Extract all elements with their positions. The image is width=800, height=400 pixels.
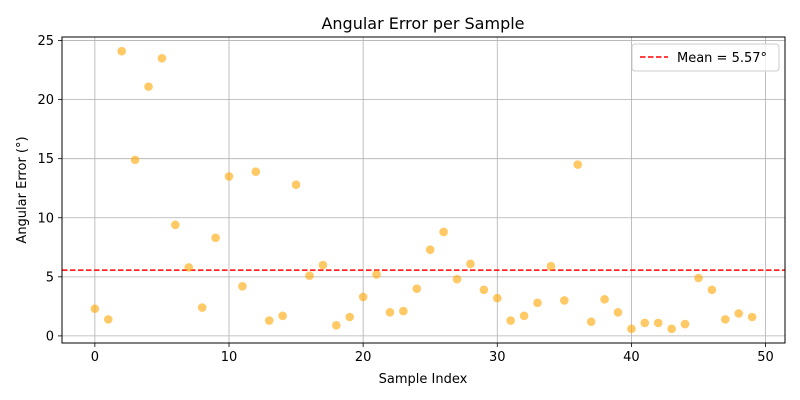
- data-point: [533, 298, 542, 308]
- data-point: [600, 294, 609, 304]
- data-point: [519, 311, 529, 321]
- data-point: [372, 270, 381, 279]
- legend: Mean = 5.57°: [631, 43, 780, 72]
- plot-frame: [61, 36, 786, 344]
- legend-mean-label: Mean = 5.57°: [677, 51, 767, 66]
- data-point: [157, 53, 167, 63]
- data-point: [238, 281, 247, 291]
- data-point: [305, 271, 314, 280]
- data-point: [358, 292, 368, 302]
- x-tick-label: 0: [91, 350, 99, 365]
- x-tick-label: 50: [757, 350, 774, 365]
- data-point: [197, 303, 207, 312]
- data-point: [439, 227, 448, 237]
- data-point: [117, 46, 126, 56]
- data-point: [452, 274, 462, 284]
- data-point: [613, 307, 623, 317]
- data-point: [492, 293, 502, 303]
- data-point: [667, 324, 676, 334]
- data-point: [171, 220, 180, 230]
- legend-box: [631, 43, 780, 72]
- data-point: [560, 296, 569, 305]
- data-point: [251, 167, 261, 176]
- data-point: [211, 233, 220, 243]
- data-point: [707, 285, 717, 295]
- data-point: [278, 311, 287, 321]
- data-point: [653, 318, 663, 328]
- x-tick-label: 10: [221, 350, 238, 365]
- y-tick-label: 0: [46, 329, 54, 344]
- data-point: [412, 284, 422, 293]
- data-point: [345, 312, 355, 322]
- data-point: [479, 285, 489, 295]
- data-point: [506, 316, 515, 325]
- data-point: [466, 259, 475, 269]
- data-point: [130, 155, 140, 165]
- data-point: [264, 316, 274, 325]
- data-point: [586, 317, 596, 327]
- data-points: [90, 46, 757, 334]
- y-tick-label: 25: [37, 34, 54, 49]
- data-point: [573, 160, 583, 169]
- data-point: [546, 261, 556, 271]
- x-tick-label: 40: [623, 350, 640, 365]
- y-axis-label: Angular Error (°): [15, 136, 30, 243]
- data-point: [640, 318, 650, 328]
- y-tick-label: 15: [37, 152, 54, 167]
- x-tick-label: 30: [489, 350, 506, 365]
- data-point: [144, 82, 153, 91]
- data-point: [332, 320, 341, 330]
- data-point: [694, 273, 703, 283]
- data-point: [627, 324, 636, 334]
- data-point: [385, 307, 395, 317]
- x-axis-label: Sample Index: [379, 372, 468, 387]
- data-point: [90, 304, 100, 314]
- chart-title: Angular Error per Sample: [321, 14, 524, 33]
- data-point: [291, 180, 301, 189]
- x-ticks: 0 10 20 30 40 50: [91, 343, 774, 365]
- y-tick-label: 5: [46, 270, 54, 285]
- data-point: [103, 315, 113, 324]
- y-ticks: 0 5 10 15 20 25: [37, 34, 62, 344]
- data-point: [680, 319, 690, 329]
- data-point: [425, 245, 435, 254]
- data-point: [184, 263, 194, 272]
- grid: [62, 37, 785, 343]
- data-point: [747, 312, 757, 322]
- data-point: [224, 172, 234, 181]
- y-tick-label: 20: [37, 93, 54, 108]
- data-point: [721, 315, 730, 324]
- data-point: [318, 260, 328, 270]
- y-tick-label: 10: [37, 211, 54, 226]
- data-point: [399, 306, 408, 316]
- x-tick-label: 20: [355, 350, 372, 365]
- data-point: [734, 309, 744, 318]
